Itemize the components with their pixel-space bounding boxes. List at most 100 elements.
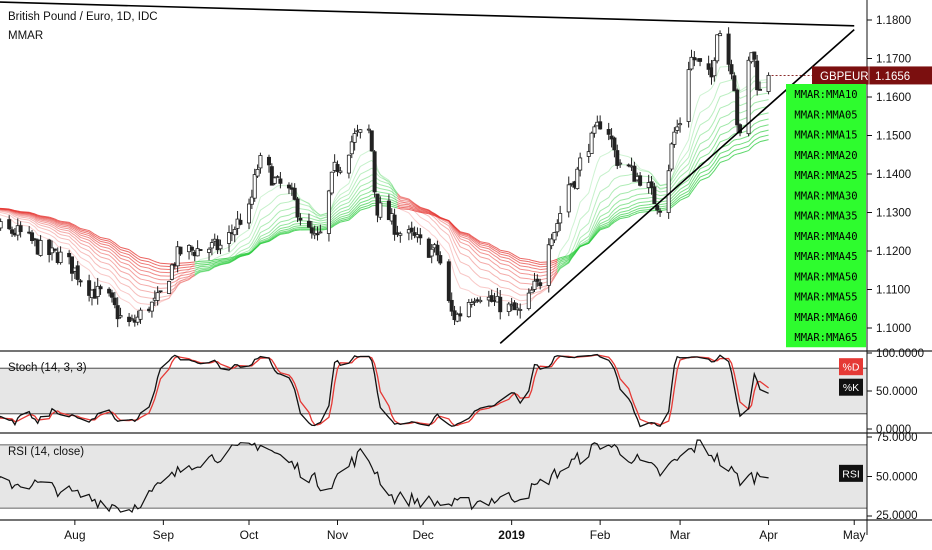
ma-line-segment bbox=[520, 265, 529, 268]
ma-line-segment bbox=[334, 218, 338, 222]
ma-line-segment bbox=[28, 216, 33, 219]
ma-line-segment bbox=[397, 202, 401, 205]
candle-body bbox=[689, 56, 694, 70]
ma-line-segment bbox=[737, 148, 741, 151]
candle-body bbox=[538, 282, 543, 287]
ma-line-segment bbox=[593, 216, 598, 224]
ma-line-segment bbox=[671, 202, 675, 206]
ma-line-segment bbox=[754, 108, 758, 111]
ma-line-segment bbox=[400, 208, 410, 214]
ma-line-segment bbox=[474, 271, 478, 276]
ma-line-segment bbox=[331, 223, 335, 227]
ma-line-segment bbox=[380, 188, 389, 191]
overlay-name[interactable]: MMAR bbox=[8, 30, 44, 42]
ma-line-segment bbox=[340, 201, 350, 207]
osc-tick-label: 50.0000 bbox=[876, 472, 918, 484]
ma-line-segment bbox=[131, 271, 136, 276]
ma-line-segment bbox=[214, 265, 218, 267]
ma-line-segment bbox=[716, 107, 721, 115]
ma-line-segment bbox=[688, 124, 692, 140]
symbol-title[interactable]: British Pound / Euro, 1D, IDC bbox=[8, 11, 158, 23]
ma-line-segment bbox=[254, 232, 259, 239]
ma-ribbon bbox=[0, 66, 769, 311]
candle-body bbox=[295, 198, 300, 218]
ma-line-segment bbox=[517, 263, 521, 267]
ma-line-segment bbox=[676, 188, 681, 193]
ma-line-segment bbox=[57, 224, 61, 227]
ma-line-segment bbox=[300, 208, 310, 211]
candle-body bbox=[275, 176, 280, 179]
ma-line-segment bbox=[517, 258, 521, 261]
ma-line-segment bbox=[634, 212, 638, 215]
ma-line-segment bbox=[448, 223, 453, 229]
ma-line-segment bbox=[534, 260, 538, 263]
ma-line-segment bbox=[380, 198, 389, 200]
ma-line-segment bbox=[508, 253, 512, 256]
candle-body bbox=[227, 232, 232, 244]
ma-line-segment bbox=[288, 231, 293, 234]
ma-line-segment bbox=[628, 196, 632, 199]
ma-line-segment bbox=[17, 212, 21, 215]
ma-line-segment bbox=[477, 266, 481, 270]
support-trendline bbox=[499, 29, 855, 344]
ma-line-segment bbox=[31, 216, 36, 219]
ma-line-segment bbox=[391, 185, 395, 191]
ma-line-segment bbox=[0, 210, 1, 212]
ma-line-segment bbox=[439, 228, 450, 236]
ma-label: MMAR:MMA30 bbox=[794, 190, 857, 202]
ma-line-segment bbox=[228, 256, 233, 259]
ma-line-segment bbox=[128, 302, 133, 306]
ma-line-segment bbox=[280, 201, 290, 204]
ma-line-segment bbox=[128, 251, 133, 255]
ma-line-segment bbox=[528, 266, 532, 269]
ma-line-segment bbox=[274, 185, 278, 189]
ma-line-segment bbox=[477, 259, 481, 263]
ma-line-segment bbox=[731, 139, 735, 143]
ma-line-segment bbox=[48, 233, 53, 237]
ma-line-segment bbox=[277, 230, 281, 234]
ma-line-segment bbox=[231, 258, 235, 261]
candle-body bbox=[246, 203, 251, 224]
trendlines[interactable] bbox=[0, 0, 855, 344]
rsi-title[interactable]: RSI (14, close) bbox=[8, 446, 85, 458]
ma-line-segment bbox=[756, 141, 761, 144]
ma-line-segment bbox=[271, 215, 276, 220]
ma-line-segment bbox=[556, 268, 561, 274]
ma-line-segment bbox=[691, 155, 695, 163]
ma-line-segment bbox=[514, 261, 518, 265]
ma-line-segment bbox=[751, 144, 755, 148]
ma-line-segment bbox=[517, 260, 521, 264]
ma-line-segment bbox=[491, 244, 495, 248]
ma-line-segment bbox=[531, 259, 535, 262]
ma-line-segment bbox=[274, 233, 278, 237]
ma-line-segment bbox=[614, 210, 618, 214]
ma-line-segment bbox=[468, 236, 473, 241]
ma-line-segment bbox=[248, 238, 253, 244]
ma-line-segment bbox=[80, 246, 90, 252]
ma-line-segment bbox=[480, 268, 489, 272]
ma-line-segment bbox=[20, 215, 30, 218]
ma-line-segment bbox=[711, 130, 715, 136]
ma-line-segment bbox=[128, 254, 133, 258]
ma-line-segment bbox=[117, 244, 121, 248]
stoch-title[interactable]: Stoch (14, 3, 3) bbox=[8, 362, 87, 374]
ma-line-segment bbox=[74, 241, 79, 245]
ma-line-segment bbox=[551, 270, 555, 274]
ma-line-segment bbox=[439, 243, 450, 255]
ma-line-segment bbox=[731, 126, 735, 130]
ma-line-segment bbox=[400, 208, 409, 210]
ma-line-segment bbox=[200, 270, 210, 273]
ma-line-segment bbox=[431, 212, 435, 215]
ma-line-segment bbox=[708, 134, 712, 140]
ma-line-segment bbox=[708, 87, 712, 92]
candle-body bbox=[207, 248, 212, 253]
ma-line-segment bbox=[736, 81, 741, 92]
ma-line-segment bbox=[379, 174, 390, 184]
ma-line-segment bbox=[400, 205, 409, 207]
ma-line-segment bbox=[488, 264, 492, 268]
ma-line-segment bbox=[428, 230, 433, 235]
ma-line-segment bbox=[434, 227, 438, 232]
ma-line-segment bbox=[48, 220, 53, 223]
ma-line-segment bbox=[434, 214, 438, 217]
